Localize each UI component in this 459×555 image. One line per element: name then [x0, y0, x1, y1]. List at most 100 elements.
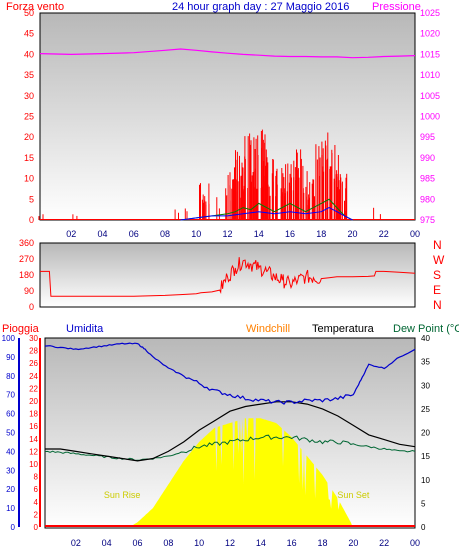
pressure-tick-label: 980	[420, 194, 435, 204]
x-tick-label: 04	[102, 538, 112, 548]
wind-tick-label: 5	[29, 194, 34, 204]
humidity-tick-label: 10	[6, 504, 15, 513]
wind-pressure-panel	[39, 12, 416, 221]
x-tick-label: 18	[317, 538, 327, 548]
rain-tick-label: 8	[34, 473, 39, 482]
compass-label: W	[433, 253, 445, 267]
pressure-tick-label: 1010	[420, 70, 440, 80]
wind-tick-label: 45	[24, 29, 34, 39]
x-tick-label: 16	[285, 229, 295, 239]
humidity-tick-label: 60	[6, 410, 15, 419]
x-tick-label: 16	[287, 538, 297, 548]
humidity-tick-label: 40	[6, 447, 15, 456]
x-tick-label: 10	[191, 229, 201, 239]
pressure-tick-label: 985	[420, 174, 435, 184]
humidity-tick-label: 70	[6, 391, 15, 400]
humidity-line	[44, 342, 416, 405]
x-tick-label: 00	[410, 538, 420, 548]
x-tick-label: 12	[222, 229, 232, 239]
rain-tick-label: 12	[29, 447, 38, 456]
rain-tick-label: 18	[29, 410, 38, 419]
humidity-label: Umidita	[66, 323, 104, 335]
x-tick-label: 10	[194, 538, 204, 548]
rain-tick-label: 28	[29, 347, 38, 356]
rain-tick-label: 10	[29, 460, 38, 469]
humidity-tick-label: 90	[6, 353, 15, 362]
wind-axis-label: Forza vento	[6, 1, 64, 13]
x-tick-label: 06	[132, 538, 142, 548]
pressure-tick-label: 1020	[420, 29, 440, 39]
temperature-tick-label: 40	[421, 334, 430, 343]
rain-tick-label: 14	[29, 435, 38, 444]
rain-tick-label: 4	[34, 498, 39, 507]
rain-tick-label: 0	[34, 523, 39, 532]
direction-tick-label: 180	[19, 270, 34, 280]
humidity-tick-label: 30	[6, 466, 15, 475]
humidity-tick-label: 50	[6, 429, 15, 438]
compass-label: N	[433, 298, 442, 312]
temperature-tick-label: 35	[421, 358, 430, 367]
sunrise-label: Sun Rise	[104, 490, 141, 500]
x-tick-label: 12	[225, 538, 235, 548]
temperature-tick-label: 30	[421, 381, 430, 390]
rain-tick-label: 20	[29, 397, 38, 406]
rain-tick-label: 26	[29, 359, 38, 368]
wind-tick-label: 15	[24, 153, 34, 163]
wind-direction-line	[40, 257, 416, 297]
wind-tick-label: 50	[24, 8, 34, 18]
x-tick-label: 18	[316, 229, 326, 239]
x-tick-label: 14	[256, 538, 266, 548]
rain-tick-label: 2	[34, 510, 39, 519]
windchill-label: Windchill	[246, 323, 290, 335]
rain-tick-label: 30	[29, 334, 38, 343]
x-tick-label: 02	[66, 229, 76, 239]
wind-tick-label: 10	[24, 174, 34, 184]
sunset-label: Sun Set	[337, 490, 370, 500]
wind-tick-label: 20	[24, 132, 34, 142]
direction-tick-label: 0	[29, 302, 34, 312]
x-tick-label: 20	[348, 538, 358, 548]
compass-label: N	[433, 238, 442, 252]
dewpoint-label: Dew Point (°C	[393, 323, 459, 335]
wind-tick-label: 35	[24, 70, 34, 80]
rain-tick-label: 22	[29, 384, 38, 393]
humidity-tick-label: 80	[6, 372, 15, 381]
chart-title: 24 hour graph day : 27 Maggio 2016	[172, 1, 349, 13]
rain-tick-label: 6	[34, 485, 39, 494]
pressure-axis-label: Pressione	[372, 1, 421, 13]
x-tick-label: 08	[163, 538, 173, 548]
x-tick-label: 20	[347, 229, 357, 239]
temperature-tick-label: 15	[421, 452, 430, 461]
pressure-tick-label: 1025	[420, 8, 440, 18]
x-tick-label: 08	[160, 229, 170, 239]
temperature-tick-label: 25	[421, 405, 430, 414]
rain-tick-label: 16	[29, 422, 38, 431]
rain-tick-label: 24	[29, 372, 38, 381]
pressure-tick-label: 975	[420, 215, 435, 225]
direction-tick-label: 90	[24, 286, 34, 296]
wind-average-line	[180, 198, 353, 221]
humidity-tick-label: 20	[6, 485, 15, 494]
solar-radiation-area	[45, 418, 415, 527]
pressure-tick-label: 995	[420, 132, 435, 142]
temperature-tick-label: 10	[421, 476, 430, 485]
wind-speed-line	[180, 207, 353, 221]
x-tick-label: 02	[71, 538, 81, 548]
x-tick-label: 22	[379, 229, 389, 239]
rain-label: Pioggia	[2, 323, 40, 335]
wind-tick-label: 40	[24, 49, 34, 59]
temperature-tick-label: 0	[421, 523, 426, 532]
x-tick-label: 06	[129, 229, 139, 239]
wind-tick-label: 25	[24, 112, 34, 122]
direction-tick-label: 270	[19, 254, 34, 264]
x-tick-label: 00	[410, 229, 420, 239]
temperature-tick-label: 20	[421, 429, 430, 438]
pressure-tick-label: 1015	[420, 49, 440, 59]
x-tick-label: 04	[97, 229, 107, 239]
wind-direction-panel	[39, 242, 416, 308]
wind-tick-label: 0	[29, 215, 34, 225]
direction-tick-label: 360	[19, 238, 34, 248]
x-tick-label: 22	[379, 538, 389, 548]
